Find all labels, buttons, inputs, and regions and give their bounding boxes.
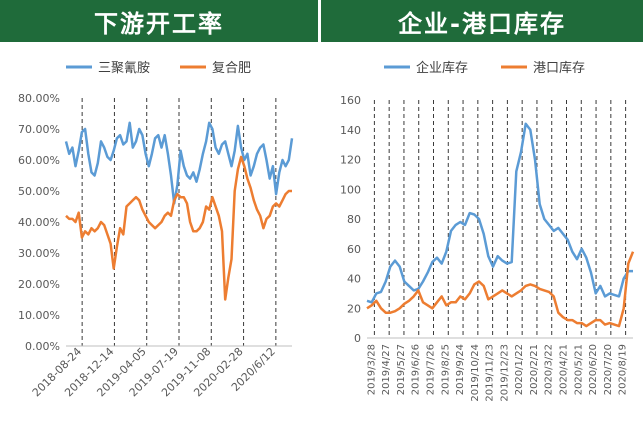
x-tick-label: 2020/6/20 bbox=[588, 344, 599, 395]
y-tick-label: 20 bbox=[347, 302, 361, 315]
y-tick-label: 140 bbox=[340, 124, 361, 137]
inventory-chart: 企业库存 港口库存 0 20 40 60 80 100 120 140 160 2019/3/28 20… bbox=[340, 60, 635, 402]
y-tick-label: 20.00% bbox=[18, 278, 60, 291]
y-tick-label: 50.00% bbox=[18, 185, 60, 198]
x-tick-label: 2020/2/21 bbox=[529, 344, 540, 395]
y-tick-label: 0.00% bbox=[25, 340, 60, 353]
y-tick-label: 100 bbox=[340, 183, 361, 196]
x-tick-label: 2019/5/27 bbox=[396, 344, 407, 395]
legend-label: 企业库存 bbox=[416, 60, 468, 76]
y-tick-label: 80.00% bbox=[18, 92, 60, 105]
operating-rate-chart: 三聚氰胺 复合肥 0.00% 10.00% 20.00% 30.00% 40.00% 50.0… bbox=[18, 60, 294, 399]
y-tick-label: 80 bbox=[347, 213, 361, 226]
y-tick-label: 0 bbox=[354, 332, 361, 345]
y-tick-label: 10.00% bbox=[18, 309, 60, 322]
x-tick-label: 2020/4/21 bbox=[559, 344, 570, 395]
x-tick-label: 2020/5/21 bbox=[573, 344, 584, 395]
y-tick-label: 30.00% bbox=[18, 247, 60, 260]
series-line bbox=[64, 121, 294, 205]
x-tick-label: 2019/12/23 bbox=[499, 344, 510, 402]
x-tick-label: 2019/9/24 bbox=[455, 344, 466, 395]
left-panel: 下游开工率 三聚氰胺 复合肥 0.00% 10.00% 20.00% 30.00% 40.0… bbox=[0, 0, 318, 425]
x-tick-label: 2020/8/19 bbox=[618, 344, 629, 395]
y-tick-label: 160 bbox=[340, 94, 361, 107]
legend-label: 三聚氰胺 bbox=[98, 60, 150, 76]
y-tick-label: 40 bbox=[347, 273, 361, 286]
x-tick-label: 2020/7/20 bbox=[603, 344, 614, 395]
series-line bbox=[366, 251, 635, 328]
x-tick-label: 2020/3/22 bbox=[544, 344, 555, 395]
legend-label: 港口库存 bbox=[533, 60, 585, 76]
chart-title-banner: 企业-港口库存 bbox=[321, 0, 643, 42]
right-panel: 企业-港口库存 企业库存 港口库存 0 20 40 60 80 100 120 140 160 201… bbox=[321, 0, 643, 425]
chart-title-banner: 下游开工率 bbox=[0, 0, 318, 42]
x-tick-label: 2019/3/28 bbox=[366, 344, 377, 395]
y-tick-label: 40.00% bbox=[18, 216, 60, 229]
x-tick-label: 2019/7/26 bbox=[426, 344, 437, 395]
x-tick-label: 2020/1/22 bbox=[514, 344, 525, 395]
panel-divider bbox=[318, 0, 321, 425]
series-line bbox=[65, 155, 292, 301]
legend-label: 复合肥 bbox=[212, 61, 251, 76]
y-tick-label: 70.00% bbox=[18, 123, 60, 136]
y-tick-label: 60 bbox=[347, 243, 361, 256]
x-tick-label: 2019/10/24 bbox=[470, 344, 481, 402]
y-tick-label: 120 bbox=[340, 154, 361, 167]
x-tick-label: 2019/4/27 bbox=[381, 344, 392, 395]
x-tick-label: 2019/11/23 bbox=[485, 344, 496, 402]
series-line bbox=[366, 122, 633, 304]
x-tick-label: 2019/8/25 bbox=[440, 344, 451, 395]
chart-title: 企业-港口库存 bbox=[398, 9, 566, 38]
y-tick-label: 60.00% bbox=[18, 154, 60, 167]
x-tick-label: 2019/6/26 bbox=[411, 344, 422, 395]
chart-title: 下游开工率 bbox=[94, 9, 224, 38]
